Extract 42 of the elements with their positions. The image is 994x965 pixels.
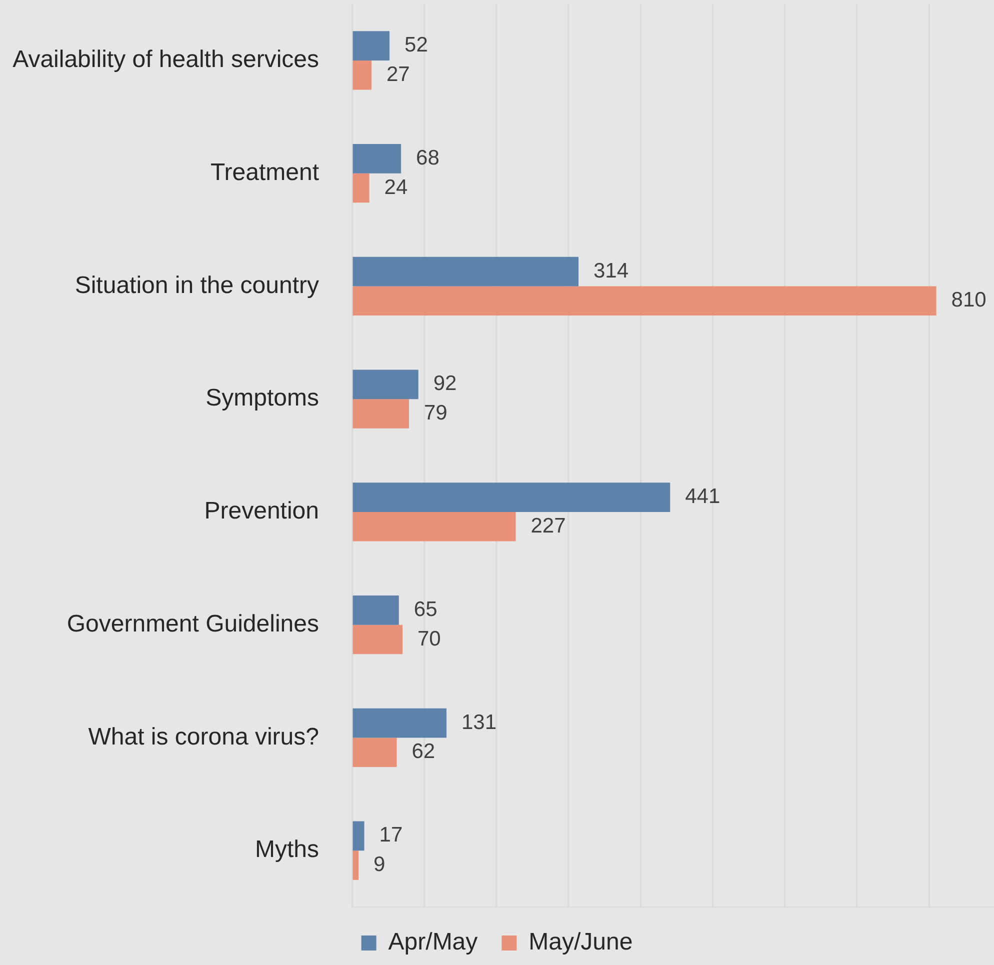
bar (352, 286, 936, 316)
data-label: 27 (386, 62, 410, 86)
y-tick-label: Availability of health services (12, 46, 319, 74)
bar (352, 738, 397, 768)
data-label: 9 (373, 853, 386, 876)
data-label: 314 (594, 259, 629, 282)
y-tick-label: Myths (254, 836, 319, 864)
bar (352, 173, 370, 203)
bar (352, 60, 372, 90)
data-label: 65 (414, 598, 438, 621)
data-label: 441 (685, 485, 720, 508)
bar (352, 512, 516, 542)
data-label: 70 (417, 627, 441, 650)
data-label: 227 (530, 514, 566, 538)
data-label: 52 (404, 34, 428, 57)
y-tick-label: Treatment (210, 158, 320, 186)
data-label: 131 (461, 710, 497, 734)
data-label: 92 (433, 372, 457, 396)
data-label: 17 (379, 824, 403, 847)
data-label: 68 (416, 146, 440, 170)
data-label: 79 (424, 402, 448, 425)
y-tick-label: What is corona virus? (88, 723, 319, 750)
bar (352, 850, 358, 880)
bar (352, 144, 402, 174)
y-tick-label: Situation in the country (74, 272, 319, 299)
data-label: 810 (951, 288, 986, 312)
bar (352, 708, 446, 738)
bar (352, 624, 402, 654)
bar (352, 595, 399, 625)
bar (352, 821, 364, 851)
y-tick-label: Symptoms (206, 384, 319, 412)
bar (352, 31, 390, 60)
data-label: 24 (384, 176, 408, 199)
bar (352, 482, 670, 512)
legend-label: May/June (528, 928, 633, 956)
bar (352, 256, 579, 286)
legend-label: Apr/May (388, 928, 478, 956)
y-tick-label: Government Guidelines (66, 610, 319, 638)
bar (352, 370, 418, 400)
y-tick-label: Prevention (204, 498, 319, 525)
data-label: 62 (412, 740, 436, 764)
bar (352, 399, 409, 428)
